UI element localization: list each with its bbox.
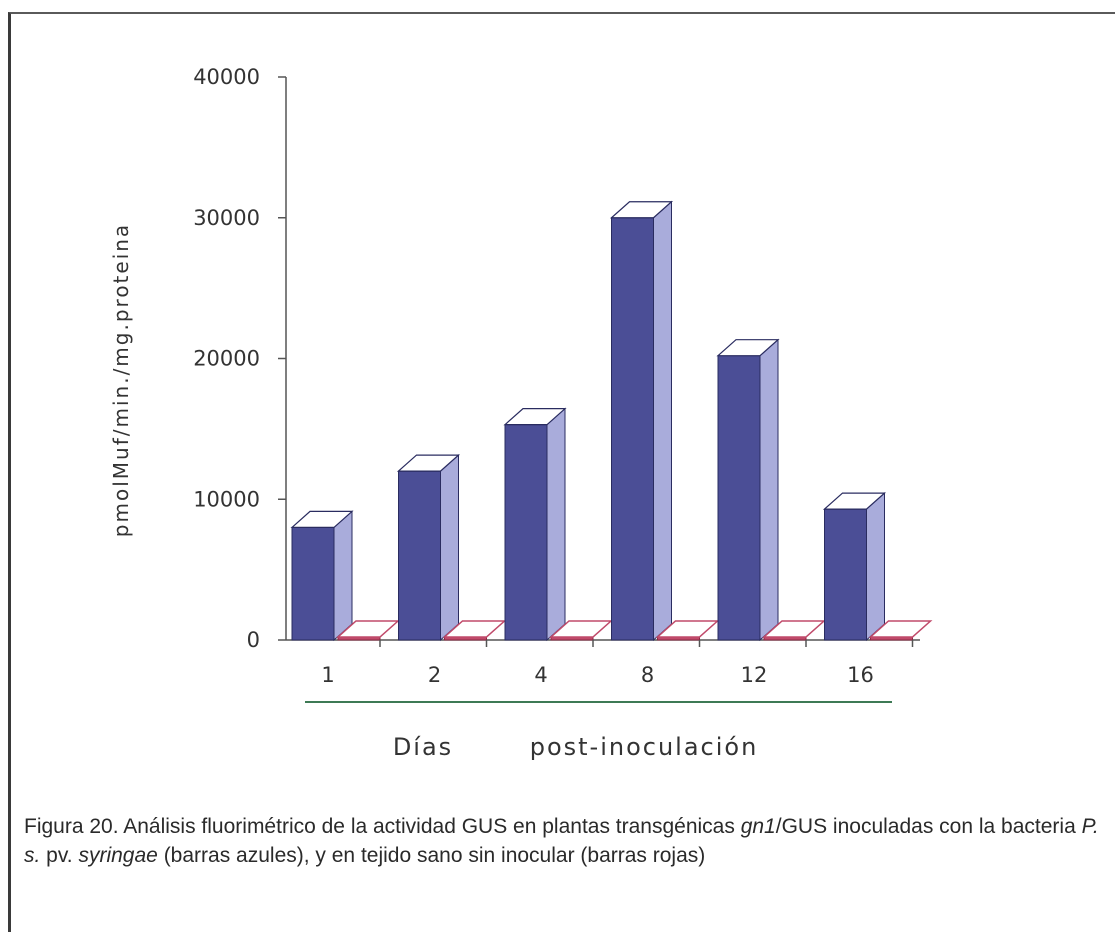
x-tick-label: 4 — [534, 663, 547, 687]
x-ticks: 1 2 4 8 12 16 — [321, 640, 914, 687]
x-tick-label: 1 — [321, 663, 334, 687]
bar-inoculated-front — [824, 508, 867, 641]
bar-inoculated-front — [291, 526, 335, 641]
x-axis-label-post: post-inoculación — [530, 733, 759, 761]
y-tick-label: 20000 — [193, 347, 260, 371]
bar-inoculated-top — [609, 201, 674, 219]
bar-inoculated-front — [398, 470, 441, 641]
bar-inoculated-front — [611, 217, 654, 641]
bar-inoculated-front — [504, 424, 548, 641]
y-tick-label: 40000 — [193, 65, 260, 89]
bar-healthy-top — [868, 620, 933, 638]
bar-inoculated-side — [653, 200, 672, 642]
x-axis — [286, 639, 920, 703]
bar-inoculated-top — [716, 339, 780, 357]
bar-inoculated-top — [396, 454, 461, 472]
bars — [290, 200, 933, 642]
caption-part-3: /GUS inoculadas con la bacteria — [775, 815, 1082, 838]
bar-inoculated-front — [717, 355, 761, 641]
bar-inoculated-side — [333, 510, 353, 642]
y-tick-label: 0 — [247, 628, 260, 652]
bar-inoculated-side — [866, 491, 885, 642]
bar-inoculated-top — [503, 408, 567, 426]
y-tick-label: 30000 — [193, 206, 260, 230]
x-axis-label-days: Días — [393, 733, 453, 761]
y-axis-label: pmolMuf/min./mg.proteina — [109, 223, 133, 537]
bar-inoculated-side — [440, 453, 459, 642]
caption-gene: gn1 — [740, 815, 776, 838]
y-ticks: 0 10000 20000 30000 40000 — [193, 65, 286, 652]
caption-part-1: Figura 20. Análisis fluorimétrico de la … — [24, 815, 741, 838]
x-tick-label: 8 — [641, 663, 654, 687]
bar-inoculated-top — [290, 510, 354, 529]
caption-species: P. s. — [24, 815, 1099, 867]
caption-part-7: (barras azules), y en tejido sano sin in… — [157, 844, 706, 867]
bar-inoculated-side — [546, 407, 566, 642]
x-tick-label: 2 — [428, 663, 441, 687]
y-tick-label: 10000 — [193, 487, 260, 511]
x-tick-label: 12 — [741, 663, 768, 687]
bar-inoculated-side — [759, 338, 779, 642]
figure-frame — [8, 12, 1115, 932]
caption-part-5: pv. — [40, 844, 79, 867]
caption-pathovar: syringae — [78, 844, 158, 867]
x-tick-label: 16 — [847, 663, 874, 687]
bar-inoculated-top — [822, 492, 887, 510]
figure-caption: Figura 20. Análisis fluorimétrico de la … — [24, 812, 1109, 870]
